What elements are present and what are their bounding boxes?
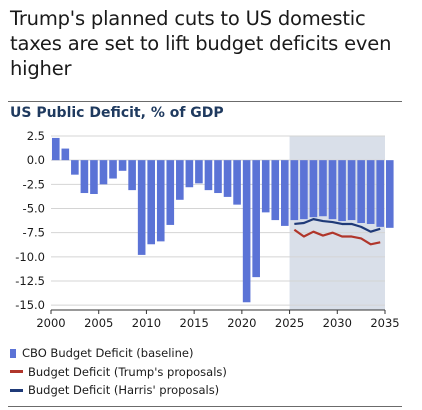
headline: Trump's planned cuts to US domestic taxe… (10, 7, 392, 80)
footer-divider (8, 406, 402, 407)
bar-2012 (166, 160, 175, 225)
bar-2026 (300, 160, 308, 220)
bar-2029 (328, 160, 337, 220)
legend-swatch-harris-proposals (10, 388, 23, 392)
y-tick-label: -5.0 (23, 202, 45, 216)
x-tick-label: 2000 (36, 316, 65, 330)
bar-2000 (51, 137, 60, 161)
x-tick-label: 2010 (132, 316, 161, 330)
y-tick-label: 0.0 (27, 153, 45, 167)
chart-title: US Public Deficit, % of GDP (10, 105, 224, 121)
chart-legend: CBO Budget Deficit (baseline) Budget Def… (10, 344, 227, 400)
y-tick-label: 2.5 (27, 129, 45, 143)
y-tick-label: -7.5 (23, 226, 45, 240)
legend-swatch-trump-proposals (10, 370, 23, 374)
x-tick-label: 2025 (275, 316, 304, 330)
bar-2009 (137, 160, 146, 255)
deficit-chart: 2.5 0.0 -2.5 -5.0 -7.5 -10.0 -12.5 -15.0 2000 200… (15, 129, 399, 330)
bar-2027 (309, 160, 318, 218)
headline-divider (8, 101, 402, 102)
x-tick-label: 2005 (84, 316, 113, 330)
bar-2019 (233, 160, 241, 205)
bar-2028 (319, 160, 327, 217)
bar-2004 (90, 160, 98, 194)
x-tick-label: 2020 (227, 316, 256, 330)
legend-label-harris-proposals: Budget Deficit (Harris' proposals) (28, 383, 220, 397)
bar-2031 (347, 160, 356, 221)
legend-item-trump-proposals: Budget Deficit (Trump's proposals) (10, 363, 227, 382)
bar-2024 (280, 160, 289, 226)
bar-2010 (147, 160, 156, 245)
bar-2007 (118, 160, 127, 171)
bar-2022 (261, 160, 270, 213)
bar-2016 (204, 160, 213, 191)
legend-label-trump-proposals: Budget Deficit (Trump's proposals) (28, 364, 227, 379)
legend-item-cbo-baseline: CBO Budget Deficit (baseline) (10, 344, 227, 363)
bar-2011 (156, 160, 165, 242)
bar-2023 (271, 160, 280, 221)
bar-2021 (252, 160, 260, 278)
bar-2014 (185, 160, 194, 188)
series-line-trump (293, 228, 381, 246)
y-tick-label: -15.0 (15, 298, 45, 312)
x-tick-label: 2030 (323, 316, 352, 330)
bar-2002 (71, 160, 79, 175)
bar-2034 (376, 160, 385, 227)
bar-2017 (214, 160, 222, 194)
bar-2005 (99, 160, 108, 185)
bar-2035 (385, 160, 394, 228)
bar-2025 (290, 160, 299, 221)
bar-2008 (128, 160, 136, 191)
bar-2006 (109, 160, 117, 179)
bar-2032 (357, 160, 365, 223)
legend-swatch-cbo-baseline (10, 348, 16, 358)
bar-2003 (80, 160, 89, 194)
y-tick-label: -12.5 (15, 274, 45, 288)
y-tick-label: -2.5 (23, 177, 45, 191)
x-tick-label: 2015 (180, 316, 209, 330)
bar-2015 (195, 160, 203, 184)
bar-2013 (176, 160, 184, 200)
legend-label-cbo-baseline: CBO Budget Deficit (baseline) (22, 346, 194, 360)
bar-2030 (338, 160, 346, 222)
bar-2018 (223, 160, 232, 197)
bar-2020 (242, 160, 251, 303)
y-tick-label: -10.0 (15, 250, 45, 264)
legend-item-harris-proposals: Budget Deficit (Harris' proposals) (10, 381, 227, 400)
bar-2033 (366, 160, 375, 224)
series-line-harris (294, 218, 381, 233)
bar-2001 (61, 148, 70, 161)
x-tick-label: 2035 (370, 316, 399, 330)
